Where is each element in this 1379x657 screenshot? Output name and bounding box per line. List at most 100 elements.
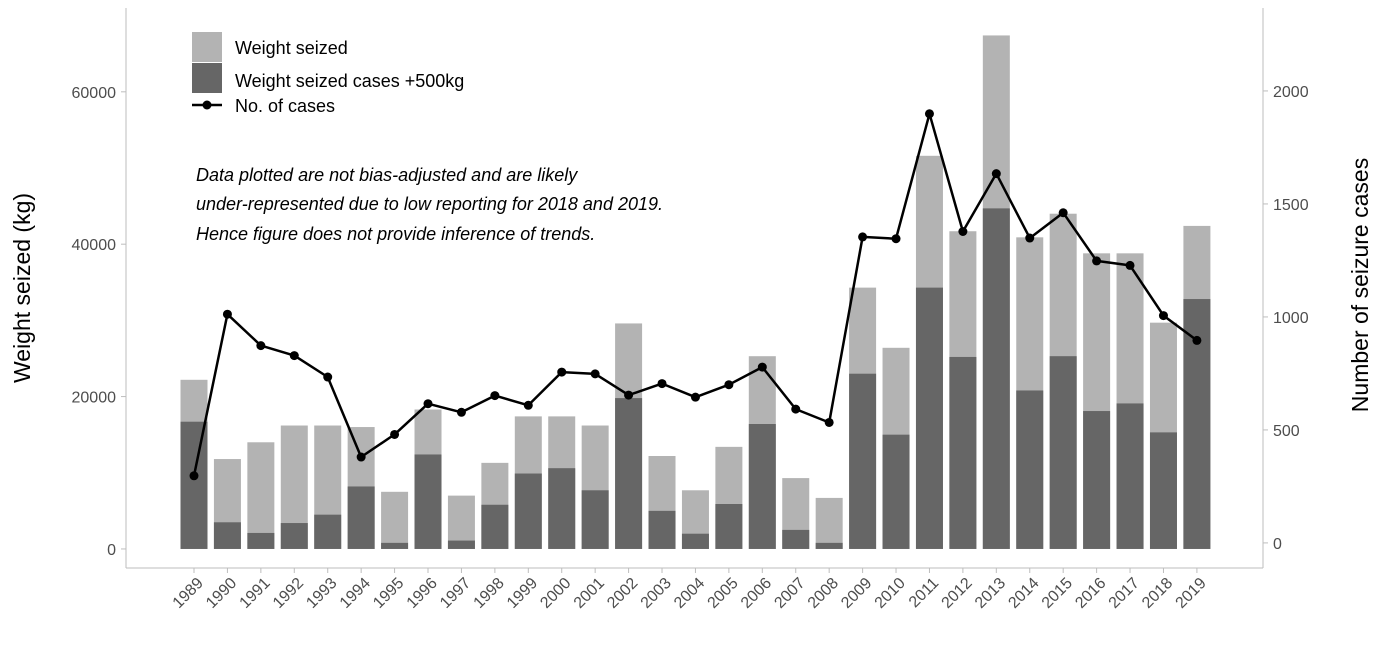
bar-weight-500kg-2000 xyxy=(548,468,576,549)
x-tick-label-2002: 2002 xyxy=(604,575,641,612)
x-tick-label-1993: 1993 xyxy=(303,575,340,612)
cases-point-2013 xyxy=(991,169,1001,179)
right-tick-label: 0 xyxy=(1273,536,1282,553)
x-tick-label-1991: 1991 xyxy=(236,575,273,612)
bar-weight-seized-1991 xyxy=(247,442,275,549)
cases-point-2019 xyxy=(1192,335,1202,345)
cases-point-2004 xyxy=(690,392,700,402)
bar-weight-500kg-2013 xyxy=(982,208,1010,549)
x-tick-label-2008: 2008 xyxy=(805,575,842,612)
x-tick-label-2010: 2010 xyxy=(872,575,909,612)
bar-weight-500kg-2012 xyxy=(949,356,977,549)
cases-point-1999 xyxy=(523,400,533,410)
left-tick-label: 0 xyxy=(107,542,116,559)
bar-weight-500kg-1993 xyxy=(314,514,342,549)
left-axis-title: Weight seized (kg) xyxy=(9,193,35,383)
legend-label-weight-500kg: Weight seized cases +500kg xyxy=(235,71,464,91)
cases-point-1997 xyxy=(456,407,466,417)
bar-weight-seized-1995 xyxy=(381,491,409,549)
x-tick-label-1995: 1995 xyxy=(370,575,407,612)
weight-seized-500kg-bars xyxy=(180,208,1211,549)
left-tick-label: 40000 xyxy=(72,237,117,254)
legend-swatch-weight-seized xyxy=(192,32,222,62)
legend-swatch-weight-500kg xyxy=(192,63,222,93)
x-tick-label-2012: 2012 xyxy=(939,575,976,612)
bar-weight-500kg-2014 xyxy=(1016,390,1044,549)
bar-weight-500kg-2005 xyxy=(715,504,743,549)
cases-point-2016 xyxy=(1092,256,1102,266)
cases-point-2009 xyxy=(858,232,868,242)
bar-weight-500kg-2004 xyxy=(681,533,709,549)
x-tick-label-2009: 2009 xyxy=(838,575,875,612)
bar-weight-500kg-1989 xyxy=(180,421,208,549)
x-tick-label-2004: 2004 xyxy=(671,575,708,612)
x-tick-label-1994: 1994 xyxy=(337,575,374,612)
x-tick-label-1999: 1999 xyxy=(504,575,541,612)
x-tick-label-2013: 2013 xyxy=(972,575,1009,612)
cases-point-2014 xyxy=(1025,233,1035,243)
bar-weight-500kg-1992 xyxy=(280,523,308,549)
cases-point-1998 xyxy=(490,391,500,401)
axes xyxy=(125,8,1264,569)
legend: Weight seized Weight seized cases +500kg… xyxy=(192,32,464,116)
x-tick-label-2005: 2005 xyxy=(705,575,742,612)
x-tick-label-1990: 1990 xyxy=(203,575,240,612)
x-tick-label-2018: 2018 xyxy=(1139,575,1176,612)
cases-point-2001 xyxy=(590,369,600,379)
x-tick-label-1998: 1998 xyxy=(471,575,508,612)
cases-point-2003 xyxy=(657,379,667,389)
annotation-line-2: under-represented due to low reporting f… xyxy=(196,194,663,214)
bar-weight-500kg-2002 xyxy=(615,398,643,549)
bar-weight-500kg-2009 xyxy=(849,373,877,549)
cases-point-2010 xyxy=(891,234,901,244)
x-tick-label-1997: 1997 xyxy=(437,575,474,612)
bar-weight-500kg-1991 xyxy=(247,532,275,549)
bar-weight-500kg-2017 xyxy=(1116,403,1144,549)
cases-point-2015 xyxy=(1058,208,1068,218)
bar-weight-seized-2008 xyxy=(815,497,843,549)
bar-weight-500kg-2018 xyxy=(1149,432,1177,549)
left-tick-label: 60000 xyxy=(72,85,117,102)
left-tick-label: 20000 xyxy=(72,390,117,407)
cases-point-2008 xyxy=(824,417,834,427)
cases-point-2006 xyxy=(757,362,767,372)
x-tick-label-2017: 2017 xyxy=(1106,575,1143,612)
cases-point-1993 xyxy=(323,372,333,382)
cases-point-1990 xyxy=(222,309,232,319)
legend-label-cases: No. of cases xyxy=(235,96,335,116)
cases-point-2018 xyxy=(1158,311,1168,321)
cases-point-2002 xyxy=(624,390,634,400)
bar-weight-500kg-1998 xyxy=(481,504,509,549)
legend-label-weight-seized: Weight seized xyxy=(235,38,348,58)
x-tick-label-2001: 2001 xyxy=(571,575,608,612)
cases-point-1992 xyxy=(289,351,299,361)
bar-weight-500kg-2015 xyxy=(1049,356,1077,549)
bar-weight-500kg-2003 xyxy=(648,510,676,549)
bar-weight-500kg-2007 xyxy=(782,529,810,549)
right-tick-label: 1000 xyxy=(1273,310,1309,327)
cases-point-1996 xyxy=(423,399,433,409)
bar-weight-500kg-1997 xyxy=(447,540,475,549)
right-axis-title: Number of seizure cases xyxy=(1347,158,1373,412)
x-tick-label-1989: 1989 xyxy=(170,575,207,612)
bar-weight-500kg-2006 xyxy=(748,424,776,549)
cases-point-2011 xyxy=(924,109,934,119)
cases-point-1989 xyxy=(189,471,199,481)
bar-weight-500kg-2001 xyxy=(581,490,609,549)
bar-weight-500kg-2010 xyxy=(882,434,910,549)
x-tick-label-2011: 2011 xyxy=(906,575,942,611)
x-tick-label-2007: 2007 xyxy=(771,575,808,612)
left-axis-ticks: 0 20000 40000 60000 xyxy=(72,85,126,559)
cases-point-1995 xyxy=(390,429,400,439)
x-axis-ticks: 1989199019911992199319941995199619971998… xyxy=(170,568,1210,612)
x-tick-label-1992: 1992 xyxy=(270,575,307,612)
x-tick-label-2014: 2014 xyxy=(1005,575,1042,612)
cases-point-2012 xyxy=(958,227,968,237)
annotation-line-1: Data plotted are not bias-adjusted and a… xyxy=(196,165,578,185)
bar-weight-500kg-1996 xyxy=(414,454,442,549)
cases-point-1994 xyxy=(356,452,366,462)
bar-weight-500kg-1995 xyxy=(381,542,409,549)
x-tick-label-2016: 2016 xyxy=(1072,575,1109,612)
x-tick-label-2006: 2006 xyxy=(738,575,775,612)
